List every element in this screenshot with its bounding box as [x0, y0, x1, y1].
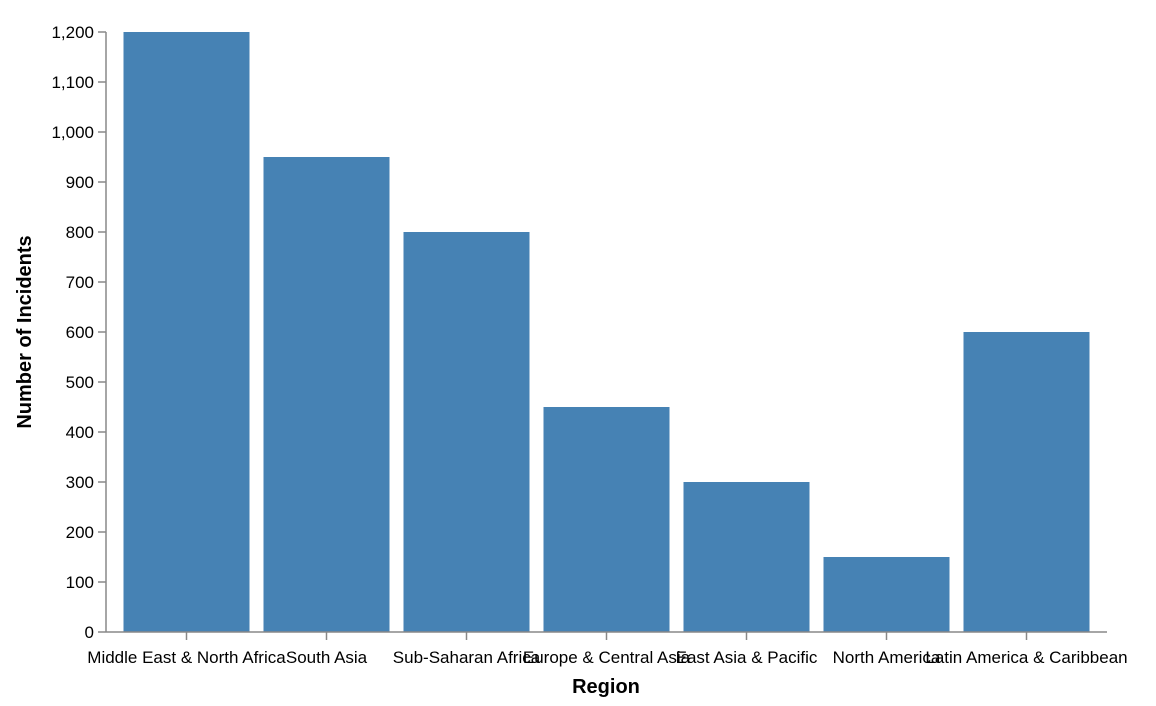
bar-middle-east-and-north-africa: [123, 32, 250, 632]
x-axis: Middle East & North Africa South Asia Sub-…: [87, 631, 1128, 667]
y-tick-label-800: 800: [66, 223, 94, 242]
bar-east-asia-and-pacific: [683, 482, 810, 632]
y-tick-label-1000: 1,000: [51, 123, 94, 142]
y-tick-label-900: 900: [66, 173, 94, 192]
bar-south-asia: [263, 157, 390, 632]
x-tick-label-sub-saharan-africa: Sub-Saharan Africa: [393, 648, 541, 667]
bar-sub-saharan-africa: [403, 232, 530, 632]
x-tick-label-middle-east-and-north-africa: Middle East & North Africa: [87, 648, 286, 667]
bar-north-america: [823, 557, 950, 632]
x-tick-label-latin-america-and-caribbean: Latin America & Caribbean: [925, 648, 1127, 667]
y-tick-label-1100: 1,100: [51, 73, 94, 92]
x-tick-label-north-america: North America: [833, 648, 941, 667]
y-tick-label-1200: 1,200: [51, 23, 94, 42]
x-tick-label-east-asia-and-pacific: East Asia & Pacific: [676, 648, 818, 667]
x-tick-label-south-asia: South Asia: [286, 648, 368, 667]
y-tick-label-100: 100: [66, 573, 94, 592]
y-tick-label-0: 0: [85, 623, 94, 642]
x-tick-label-europe-and-central-asia: Europe & Central Asia: [523, 648, 691, 667]
y-axis: 0 100 200 300 400 500 600 700 800 900 1,000 1,100 1,…: [51, 23, 107, 642]
y-tick-label-200: 200: [66, 523, 94, 542]
x-axis-title: Region: [572, 676, 640, 698]
y-tick-label-700: 700: [66, 273, 94, 292]
bar-europe-and-central-asia: [543, 407, 670, 632]
y-tick-label-300: 300: [66, 473, 94, 492]
y-tick-label-600: 600: [66, 323, 94, 342]
bars-layer: [123, 32, 1090, 632]
y-tick-label-400: 400: [66, 423, 94, 442]
bar-latin-america-and-caribbean: [963, 332, 1090, 632]
y-axis-title: Number of Incidents: [14, 235, 36, 428]
y-tick-label-500: 500: [66, 373, 94, 392]
